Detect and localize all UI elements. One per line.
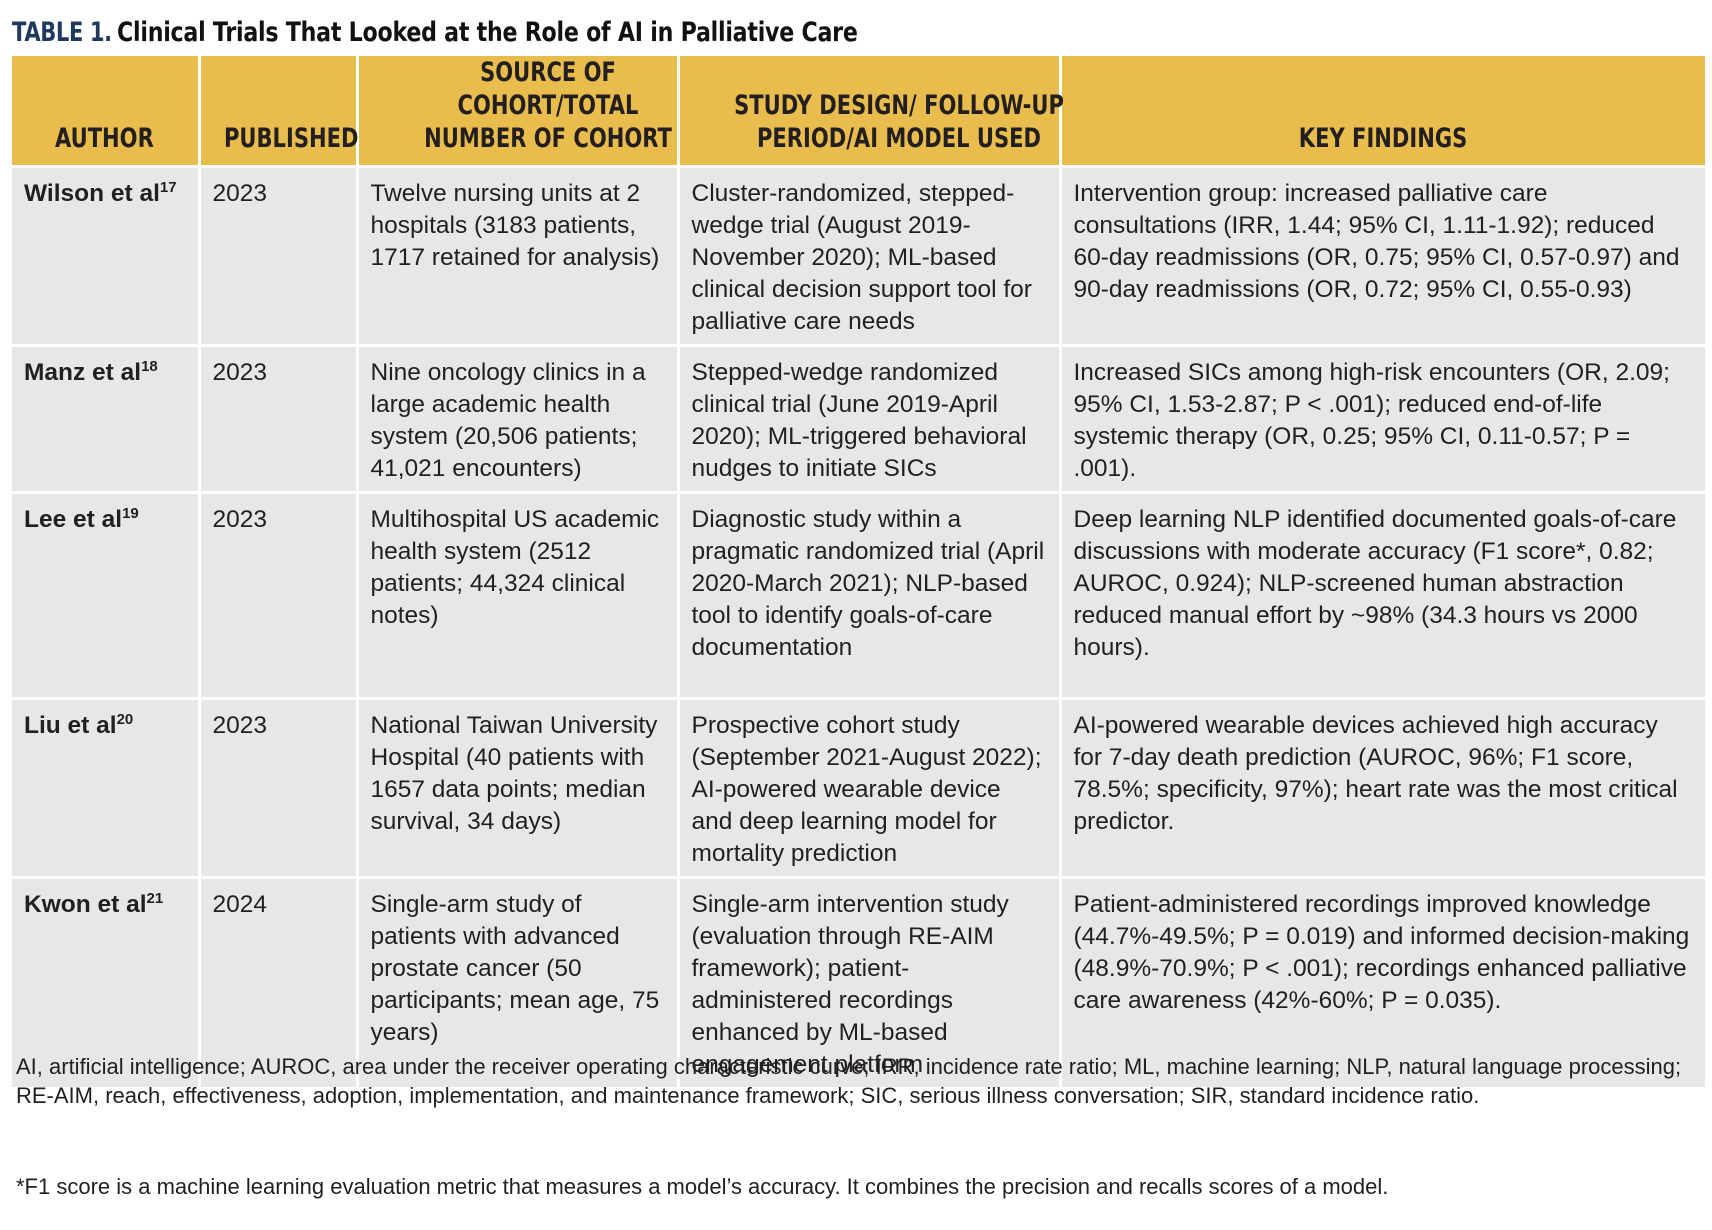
reference-number: 17	[159, 179, 177, 196]
design-cell: Prospective cohort study (September 2021…	[678, 697, 1062, 878]
findings-cell: Deep learning NLP identified documented …	[1060, 491, 1705, 699]
column-header-published: PUBLISHED	[199, 56, 359, 167]
table-title: TABLE 1. Clinical Trials That Looked at …	[12, 10, 1020, 54]
published-cell: 2023	[199, 697, 359, 878]
design-cell: Cluster-randomized, stepped-wedge trial …	[678, 165, 1062, 346]
header-row: AUTHOR PUBLISHED SOURCE OF COHORT/TOTAL …	[12, 56, 1705, 167]
source-cell: Single-arm study of patients with advanc…	[357, 876, 680, 1087]
clinical-trials-table: AUTHOR PUBLISHED SOURCE OF COHORT/TOTAL …	[12, 56, 1705, 1087]
abbreviations-footnote: AI, artificial intelligence; AUROC, area…	[16, 1054, 1682, 1108]
design-cell: Stepped-wedge randomized clinical trial …	[678, 344, 1062, 493]
table-row: Wilson et al17 2023 Twelve nursing units…	[12, 165, 1705, 346]
table-row: Manz et al18 2023 Nine oncology clinics …	[12, 344, 1705, 493]
author-cell: Wilson et al17	[12, 165, 201, 346]
source-cell: Nine oncology clinics in a large academi…	[357, 344, 680, 493]
published-cell: 2023	[199, 491, 359, 699]
column-header-author: AUTHOR	[12, 56, 201, 167]
published-cell: 2023	[199, 165, 359, 346]
table-title-text: Clinical Trials That Looked at the Role …	[117, 16, 858, 48]
table-row: Kwon et al21 2024 Single-arm study of pa…	[12, 876, 1705, 1087]
findings-cell: AI-powered wearable devices achieved hig…	[1060, 697, 1705, 878]
author-cell: Kwon et al21	[12, 876, 201, 1087]
column-header-design: STUDY DESIGN/ FOLLOW-UP PERIOD/AI MODEL …	[678, 56, 1063, 167]
author-cell: Liu et al20	[12, 697, 201, 878]
column-header-source: SOURCE OF COHORT/TOTAL NUMBER OF COHORT	[357, 56, 680, 167]
source-cell: Twelve nursing units at 2 hospitals (318…	[357, 165, 680, 346]
reference-number: 19	[122, 505, 139, 522]
published-cell: 2024	[199, 876, 359, 1087]
findings-cell: Intervention group: increased palliative…	[1060, 165, 1705, 346]
published-cell: 2023	[199, 344, 359, 493]
reference-number: 18	[141, 358, 158, 375]
reference-number: 20	[116, 711, 134, 728]
author-cell: Manz et al18	[12, 344, 201, 493]
table-label: TABLE 1.	[12, 16, 112, 48]
source-cell: Multihospital US academic health system …	[357, 491, 680, 699]
findings-cell: Increased SICs among high-risk encounter…	[1060, 344, 1705, 493]
f1-score-footnote: *F1 score is a machine learning evaluati…	[16, 1174, 1389, 1199]
findings-cell: Patient-administered recordings improved…	[1060, 876, 1705, 1087]
design-cell: Single-arm intervention study (evaluatio…	[678, 876, 1062, 1087]
reference-number: 21	[146, 890, 164, 907]
table-row: Lee et al19 2023 Multihospital US academ…	[12, 491, 1705, 699]
author-cell: Lee et al19	[12, 491, 201, 699]
column-header-findings: KEY FINDINGS	[1060, 56, 1705, 167]
table-row: Liu et al20 2023 National Taiwan Univers…	[12, 697, 1705, 878]
source-cell: National Taiwan University Hospital (40 …	[357, 697, 680, 878]
design-cell: Diagnostic study within a pragmatic rand…	[678, 491, 1062, 699]
